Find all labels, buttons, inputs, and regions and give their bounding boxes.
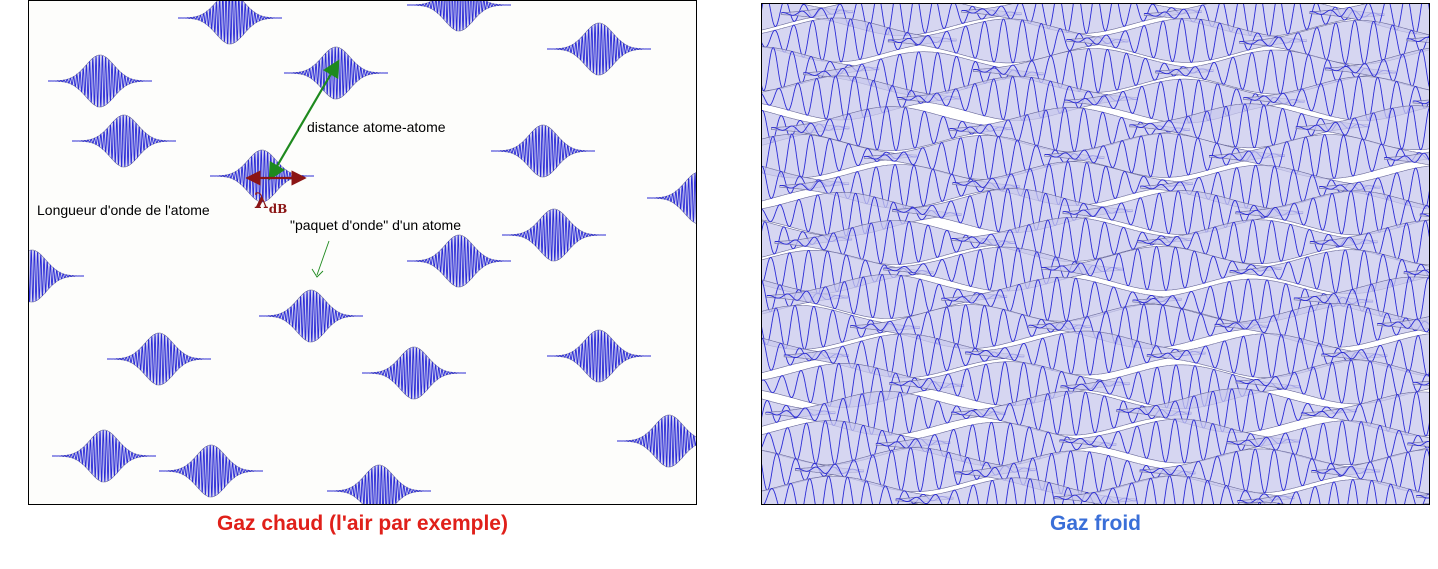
hot-wave-packet xyxy=(647,172,696,224)
cold-wave-packet xyxy=(1419,213,1429,217)
hot-wave-packet xyxy=(29,249,84,303)
cold-wave-packet xyxy=(1412,99,1429,105)
hot-wave-packet xyxy=(617,414,696,468)
hot-wave-packet xyxy=(407,1,511,32)
distance-label: distance atome-atome xyxy=(307,119,446,135)
cold-wave-packet xyxy=(905,503,925,504)
distance-arrow xyxy=(268,59,340,181)
cold-wave-packet xyxy=(1243,76,1429,121)
hot-wave-packet xyxy=(547,22,651,76)
lambda-glyph: λ xyxy=(254,188,269,213)
cold-wave-packet xyxy=(1420,503,1429,504)
packet-pointer-arrow xyxy=(311,240,330,278)
cold-wave-packet xyxy=(1403,269,1429,277)
lambda-subscript: dB xyxy=(268,202,288,217)
hot-wave-packet xyxy=(407,234,511,288)
hot-wave-packet xyxy=(159,444,263,498)
hot-wave-packet xyxy=(502,208,606,262)
hot-wave-packet xyxy=(52,429,156,483)
cold-wave-packet xyxy=(1412,380,1429,386)
cold-wave-packet xyxy=(1406,36,1429,43)
hot-wave-packet xyxy=(284,46,388,100)
cold-wave-packet xyxy=(1416,494,1429,499)
cold-gas-wave-packets xyxy=(762,4,1429,504)
hot-wave-packet xyxy=(72,114,176,168)
hot-gas-caption: Gaz chaud (l'air par exemple) xyxy=(217,512,508,535)
hot-gas-wave-packets xyxy=(29,1,696,504)
hot-wave-packet xyxy=(362,346,466,400)
lambda-db-symbol: λdB xyxy=(254,188,287,216)
hot-wave-packet xyxy=(259,289,363,343)
hot-wave-packet xyxy=(107,332,211,386)
hot-wave-packet xyxy=(491,124,595,178)
cold-wave-packet xyxy=(1237,479,1429,504)
cold-wave-packet xyxy=(1377,316,1429,333)
cold-gas-panel xyxy=(761,3,1430,505)
cold-wave-packet xyxy=(1235,359,1429,405)
cold-wave-packet xyxy=(1384,151,1429,166)
hot-wave-packet xyxy=(547,329,651,383)
cold-wave-packet xyxy=(1235,190,1429,236)
wave-packet-label: "paquet d'onde" d'un atome xyxy=(290,217,461,233)
wavelength-label: Longueur d'onde de l'atome xyxy=(37,202,210,218)
hot-wave-packet xyxy=(178,1,282,45)
hot-gas-panel xyxy=(28,0,697,505)
hot-wave-packet xyxy=(48,54,152,108)
cold-gas-caption: Gaz froid xyxy=(1049,512,1141,535)
hot-wave-packet xyxy=(327,464,431,504)
cold-wave-packet xyxy=(1242,501,1286,504)
cold-wave-packet xyxy=(1407,440,1429,447)
